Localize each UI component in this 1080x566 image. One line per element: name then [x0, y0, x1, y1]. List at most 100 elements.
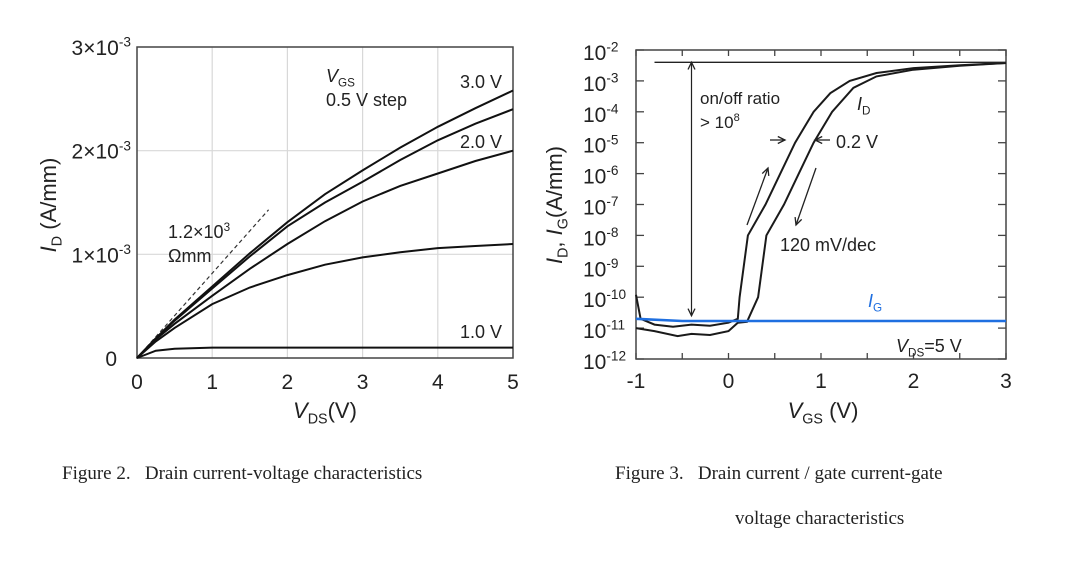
label-1v-part: 1.0 V — [460, 322, 502, 342]
resistance-unit-annotation-part: Ωmm — [168, 246, 211, 266]
y-axis-label-part: , — [542, 235, 567, 247]
arrowhead-down-icon — [687, 308, 696, 318]
plot-frame — [136, 46, 514, 359]
hysteresis-annotation-part: 0.2 V — [836, 132, 878, 152]
y-axis-label-part: I — [36, 246, 61, 252]
y-axis-label-part: I — [542, 229, 567, 235]
x-tick-label: 1 — [815, 370, 827, 393]
y-tick-label-part: -7 — [606, 194, 618, 209]
resistance-annotation-part: 3 — [224, 221, 231, 234]
y-axis-label: ID (A/mm) — [36, 158, 66, 253]
x-tick-label: 3 — [1000, 370, 1012, 393]
figure-3-caption-line-1: Figure 3. Drain current / gate current-g… — [615, 463, 943, 484]
resistance-annotation-part: 1.2×10 — [168, 222, 224, 242]
y-tick-label-part: -9 — [606, 256, 618, 271]
y-axis-label-part: I — [542, 258, 567, 264]
id-vds-curve-10V — [136, 346, 513, 359]
y-tick-label: 10-4 — [583, 101, 619, 126]
y-tick-label-part: 10 — [583, 135, 606, 158]
id-reverse-curve — [635, 62, 1007, 338]
y-tick-label-part: 10 — [583, 197, 606, 220]
y-tick-label-part: 10 — [583, 42, 606, 65]
y-axis-label-part: (A/mm) — [542, 146, 567, 218]
y-tick-label: 10-9 — [583, 256, 619, 281]
y-tick-label: 10-10 — [583, 287, 626, 312]
on-off-ratio-value-part: > 10 — [700, 113, 734, 132]
x-tick-label: 2 — [282, 371, 294, 394]
ig-label: IG — [868, 291, 882, 315]
on-off-ratio-annotation-part: on/off ratio — [700, 89, 780, 108]
x-axis-label-part: DS — [308, 412, 328, 428]
label-1v: 1.0 V — [460, 322, 502, 342]
x-tick-label: 3 — [357, 371, 369, 394]
y-tick-label-part: -6 — [606, 163, 618, 178]
y-tick-label-part: 10 — [583, 320, 606, 343]
y-tick-label-part: -3 — [119, 242, 131, 257]
y-tick-label-part: 10 — [583, 166, 606, 189]
reference-line — [136, 209, 270, 359]
y-tick-label: 3×10-3 — [72, 35, 131, 60]
y-tick-label-part: -12 — [606, 349, 626, 364]
label-3v-part: 3.0 V — [460, 72, 502, 92]
y-tick-label-part: 10 — [583, 289, 606, 312]
y-tick-label: 10-6 — [583, 163, 619, 188]
on-off-ratio-value-part: 8 — [734, 112, 740, 124]
y-axis-label-part: G — [556, 218, 572, 229]
y-tick-label-part: 10 — [583, 258, 606, 281]
subthreshold-swing-annotation-part: 120 mV/dec — [780, 235, 876, 255]
y-tick-label-part: 10 — [583, 73, 606, 96]
id-label: ID — [857, 94, 870, 118]
x-axis-label: VDS(V) — [293, 398, 357, 428]
x-tick-label: 0 — [131, 371, 143, 394]
id-label-part: I — [857, 94, 862, 114]
x-axis-label-part: (V) — [328, 398, 357, 423]
x-tick-label: -1 — [627, 370, 646, 393]
y-tick-label-part: -3 — [606, 71, 618, 86]
vds-annotation-part: V — [896, 336, 910, 356]
y-tick-label: 10-11 — [583, 318, 625, 343]
on-off-ratio-annotation: on/off ratio — [700, 89, 780, 108]
reverse-sweep-arrow — [795, 167, 817, 226]
id-forward-curve — [635, 62, 1007, 328]
x-axis-label-part: V — [788, 398, 805, 423]
y-tick-label-part: 3×10 — [72, 37, 119, 60]
y-tick-label-part: -2 — [606, 40, 618, 55]
y-tick-label-part: -3 — [119, 35, 131, 50]
label-3v: 3.0 V — [460, 72, 502, 92]
y-tick-label: 0 — [105, 348, 117, 371]
y-axis-label-part: D — [50, 236, 66, 246]
forward-sweep-arrow — [746, 167, 769, 226]
x-axis-label-part: V — [293, 398, 310, 423]
x-tick-label: 2 — [908, 370, 920, 393]
id-vds-curve-15V — [136, 243, 514, 359]
label-2v-part: 2.0 V — [460, 132, 502, 152]
y-tick-label-part: 2×10 — [72, 141, 119, 164]
y-tick-label: 2×10-3 — [72, 138, 131, 163]
x-tick-label: 4 — [432, 371, 444, 394]
x-tick-label: 1 — [206, 371, 218, 394]
figure-3-caption-line-2: voltage characteristics — [735, 508, 905, 529]
y-axis-label: ID, IG(A/mm) — [542, 146, 572, 264]
y-tick-label-part: -11 — [606, 318, 625, 333]
arrowhead-right-icon — [777, 135, 787, 145]
y-tick-label-part: -10 — [606, 287, 626, 302]
vgs-annotation: VGS — [326, 66, 355, 90]
ig-curve — [635, 317, 1006, 323]
y-tick-label-part: -4 — [606, 101, 619, 116]
y-tick-label-part: -3 — [119, 138, 131, 153]
y-tick-label-part: 10 — [583, 351, 606, 374]
y-tick-label: 10-12 — [583, 349, 626, 374]
y-tick-label-part: 10 — [583, 104, 606, 127]
step-annotation-part: 0.5 V step — [326, 90, 407, 110]
x-axis-label: VGS (V) — [788, 398, 859, 428]
vds-annotation-part: =5 V — [924, 336, 962, 356]
y-tick-label: 10-2 — [583, 40, 619, 65]
x-axis-label-part: GS — [802, 412, 823, 428]
ig-label-part: G — [873, 302, 882, 315]
label-2v: 2.0 V — [460, 132, 502, 152]
ig-label-part: I — [868, 291, 873, 311]
y-tick-label-part: -8 — [606, 225, 618, 240]
x-tick-label: 5 — [507, 371, 519, 394]
resistance-unit-annotation: Ωmm — [168, 246, 211, 266]
